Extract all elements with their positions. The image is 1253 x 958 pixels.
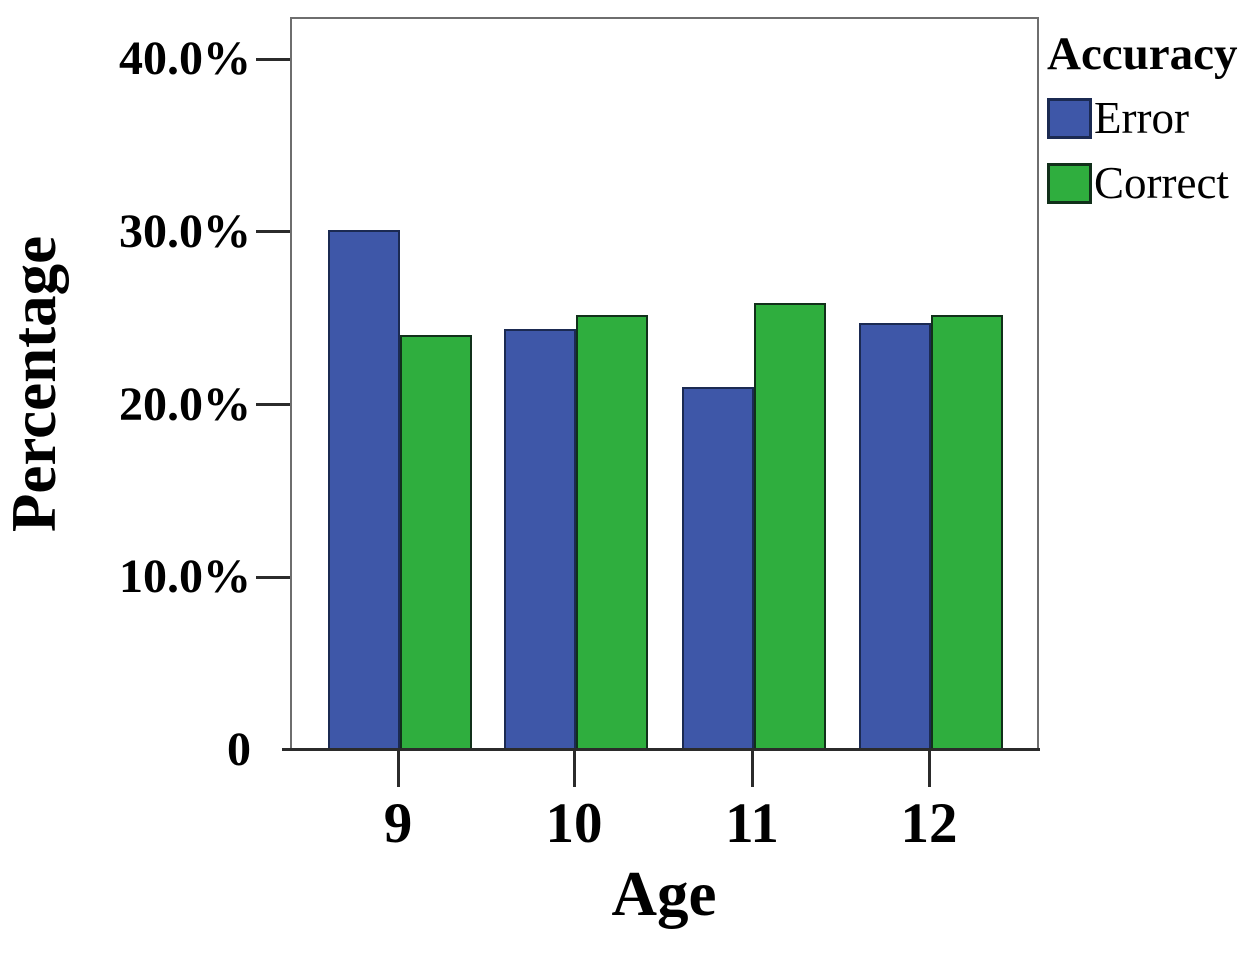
y-tick-mark-10.0% bbox=[256, 575, 290, 579]
legend-item-correct: Correct bbox=[1047, 157, 1238, 209]
legend: Accuracy Error Correct bbox=[1047, 26, 1238, 222]
x-tick-mark-12 bbox=[927, 750, 931, 787]
x-tick-label-9: 9 bbox=[383, 792, 413, 855]
x-tick-mark-11 bbox=[750, 750, 754, 787]
bar-error-age-10 bbox=[504, 328, 576, 750]
bar-error-age-12 bbox=[859, 323, 931, 750]
bar-correct-age-12 bbox=[931, 314, 1003, 750]
bar-correct-age-11 bbox=[754, 302, 826, 750]
legend-swatch-correct bbox=[1047, 162, 1092, 204]
x-tick-label-10: 10 bbox=[545, 792, 603, 855]
x-axis-line bbox=[282, 748, 1040, 751]
y-tick-label-30.0%: 30.0% bbox=[119, 204, 251, 258]
y-tick-label-10.0%: 10.0% bbox=[119, 550, 251, 604]
y-tick-label-20.0%: 20.0% bbox=[119, 377, 251, 431]
x-tick-label-11: 11 bbox=[725, 792, 779, 855]
legend-swatch-error bbox=[1047, 97, 1092, 139]
x-axis-title: Age bbox=[611, 859, 717, 929]
legend-title: Accuracy bbox=[1047, 28, 1238, 80]
legend-label-error: Error bbox=[1094, 93, 1189, 143]
legend-label-correct: Correct bbox=[1094, 158, 1229, 208]
bar-error-age-9 bbox=[328, 230, 400, 750]
bar-correct-age-9 bbox=[400, 335, 472, 750]
y-tick-label-40.0%: 40.0% bbox=[119, 32, 251, 86]
plot-area bbox=[290, 17, 1039, 750]
x-tick-label-12: 12 bbox=[900, 792, 958, 855]
legend-item-error: Error bbox=[1047, 92, 1238, 144]
y-tick-mark-40.0% bbox=[256, 57, 290, 61]
y-tick-mark-20.0% bbox=[256, 403, 290, 407]
x-tick-mark-10 bbox=[572, 750, 576, 787]
y-tick-mark-30.0% bbox=[256, 230, 290, 234]
bar-correct-age-10 bbox=[576, 314, 648, 750]
legend-items: Error Correct bbox=[1047, 92, 1238, 209]
x-tick-mark-9 bbox=[396, 750, 400, 787]
bar-error-age-11 bbox=[682, 387, 754, 750]
y-tick-label-0: 0 bbox=[227, 723, 251, 776]
